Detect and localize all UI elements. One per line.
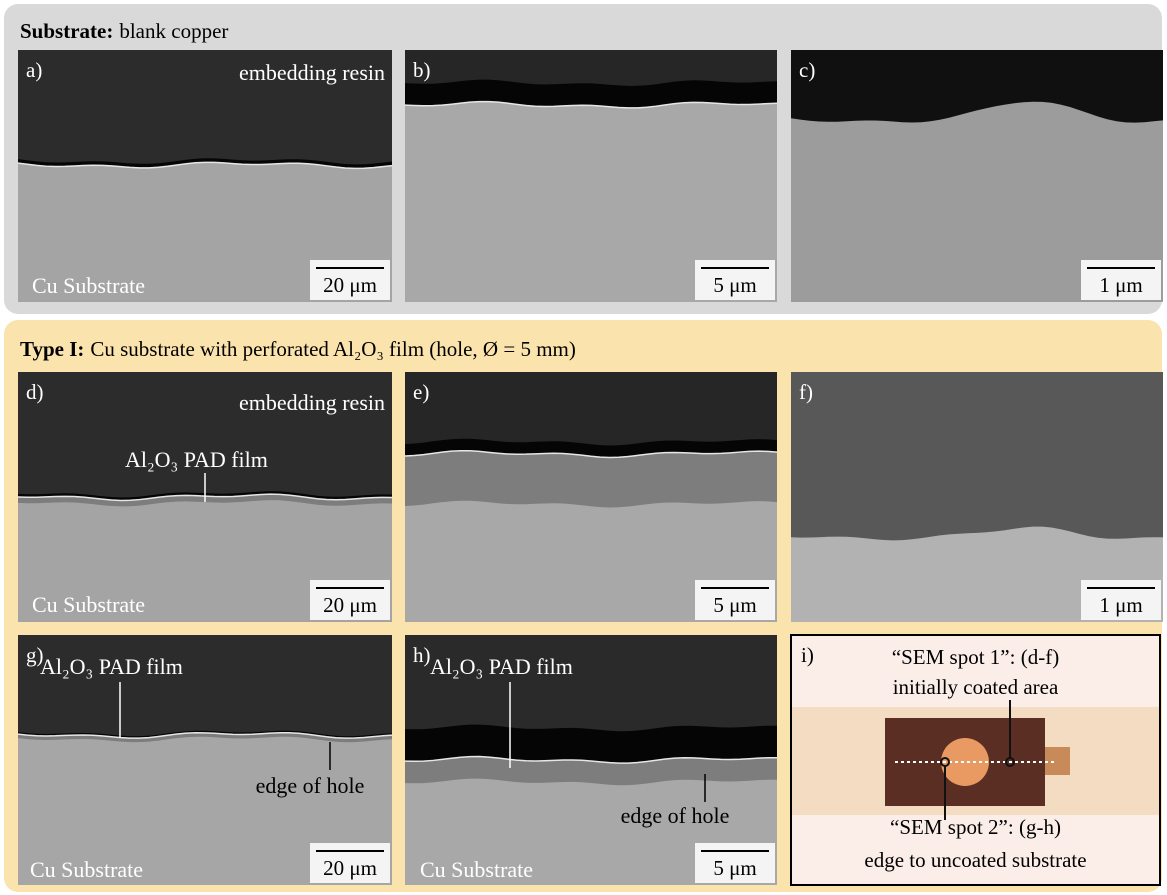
scale-bar-label: 20 μm — [323, 273, 377, 297]
panel-letter: c) — [799, 58, 815, 82]
panel-letter: i) — [801, 643, 814, 667]
section-heading: Substrate:blank copper — [20, 19, 228, 43]
panel: c) 1 μm — [791, 50, 1163, 302]
panel-letter: a) — [26, 58, 42, 82]
panel-letter: d) — [26, 380, 44, 404]
panel-letter: h) — [413, 643, 431, 667]
info-label: “SEM spot 2”: (g-h) — [890, 815, 1061, 839]
annotation: Cu Substrate — [32, 273, 145, 298]
film-layer — [405, 451, 777, 508]
resin — [791, 372, 1163, 540]
heading-text: Cu substrate with perforated Al₂O₃ film … — [90, 337, 575, 361]
panel: f) 1 μm — [791, 372, 1163, 622]
panel-letter: b) — [413, 58, 431, 82]
heading-label: Substrate: — [20, 19, 113, 43]
annotation: edge of hole — [621, 803, 730, 828]
scale-bar-label: 5 μm — [713, 273, 756, 297]
heading-label: Type I: — [20, 337, 84, 361]
panel: h)Al₂O₃ PAD film edge of hole Cu Substrate… — [405, 635, 777, 885]
info-label: edge to uncoated substrate — [864, 848, 1086, 872]
annotation: Cu Substrate — [32, 592, 145, 617]
resin — [18, 635, 392, 738]
annotation: Al₂O₃ PAD film — [125, 447, 268, 472]
panel-letter: e) — [413, 380, 429, 404]
annotation: Al₂O₃ PAD film — [40, 654, 183, 679]
sample-tab — [1045, 747, 1070, 775]
annotation: embedding resin — [239, 390, 385, 415]
figure: Substrate:blank copper Type I:Cu substra… — [0, 0, 1167, 895]
annotation: Cu Substrate — [30, 857, 143, 882]
scale-bar-label: 5 μm — [713, 593, 756, 617]
annotation: embedding resin — [239, 60, 385, 85]
section-heading: Type I:Cu substrate with perforated Al₂O… — [20, 337, 576, 361]
scale-bar-label: 1 μm — [1099, 593, 1142, 617]
scale-bar-label: 20 μm — [323, 593, 377, 617]
scale-bar-label: 1 μm — [1099, 273, 1142, 297]
annotation: Al₂O₃ PAD film — [430, 654, 573, 679]
scale-bar-label: 20 μm — [323, 856, 377, 880]
scale-bar-label: 5 μm — [713, 856, 756, 880]
panel-letter: f) — [799, 380, 813, 404]
panel: i) “SEM spot 1”: (d-f) initially coated ar… — [791, 635, 1160, 885]
info-label: “SEM spot 1”: (d-f) — [892, 645, 1059, 669]
panel: b) 5 μm — [405, 50, 777, 302]
panel: a) embedding resin Cu Substrate 20 μm — [18, 50, 392, 302]
annotation: Cu Substrate — [420, 857, 533, 882]
annotation: edge of hole — [256, 773, 365, 798]
info-label: initially coated area — [893, 675, 1059, 699]
panel: e) 5 μm — [405, 372, 777, 622]
panel: d) embedding resin Al₂O₃ PAD film Cu Substr… — [18, 372, 392, 622]
heading-text: blank copper — [119, 19, 228, 43]
